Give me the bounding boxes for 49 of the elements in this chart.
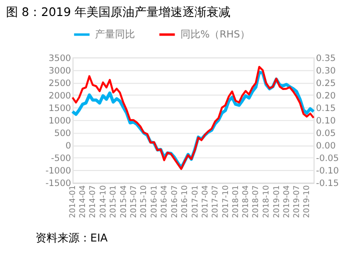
y2-tick-label: 0.20: [316, 91, 336, 102]
x-tick-label: 2016-10: [180, 185, 190, 218]
x-tick-label: 2017-01: [190, 185, 200, 218]
y-tick-label: 1000: [48, 116, 72, 127]
x-tick-label: 2017-10: [220, 185, 230, 218]
y2-tick-label: 0.00: [316, 142, 336, 152]
y2-tick-label: -0.05: [316, 154, 339, 164]
x-tick-label: 2019-01: [272, 185, 281, 218]
y-tick-label: 3000: [48, 66, 72, 76]
y-tick-label: -1000: [45, 166, 72, 177]
y2-tick-label: 0.30: [316, 66, 336, 76]
x-tick-label: 2019-04: [282, 185, 291, 218]
x-tick-label: 2014-07: [88, 185, 98, 218]
y-tick-label: -500: [51, 154, 72, 164]
x-tick-label: 2016-07: [170, 185, 179, 218]
x-tick-label: 2015-04: [118, 185, 128, 218]
text: 资料来源：EIA: [35, 232, 108, 245]
chart-title: 图 8：2019 年美国原油产量增速逐渐衰减: [6, 5, 231, 20]
x-tick-label: 2016-04: [160, 185, 169, 218]
x-tick-label: 2014-04: [78, 185, 88, 218]
x-tick-label: 2015-07: [128, 185, 138, 218]
x-tick-label: 2018-01: [231, 185, 240, 218]
x-tick-label: 2015-10: [139, 185, 148, 218]
x-tick-label: 2019-10: [302, 185, 312, 218]
y-tick-label: 500: [54, 129, 72, 140]
legend-label: 产量同比: [95, 28, 136, 41]
x-tick-label: 2014-10: [98, 185, 108, 218]
y-tick-label: 0: [65, 142, 72, 152]
y-tick-label: 2000: [48, 91, 72, 102]
x-tick-label: 2014-01: [68, 185, 77, 218]
y2-tick-label: 0.10: [316, 116, 336, 127]
x-tick-label: 2015-01: [108, 185, 118, 218]
y2-tick-label: -0.10: [316, 166, 340, 177]
y2-tick-label: 0.15: [316, 104, 336, 114]
x-tick-label: 2017-04: [200, 185, 210, 218]
x-tick-label: 2018-10: [262, 185, 271, 218]
x-tick-label: 2016-01: [149, 185, 158, 218]
y2-tick-label: 0.05: [316, 129, 336, 140]
x-tick-label: 2018-04: [241, 185, 250, 218]
y2-tick-label: 0.25: [316, 78, 336, 89]
y-tick-label: 3500: [48, 54, 72, 64]
y-tick-label: 2500: [48, 78, 72, 89]
x-tick-label: 2018-07: [251, 185, 260, 218]
legend-label: 同比%（RHS）: [180, 28, 250, 41]
y-tick-label: 1500: [48, 104, 72, 114]
y2-tick-label: 0.35: [316, 54, 336, 64]
x-tick-label: 2017-07: [210, 185, 220, 218]
y2-tick-label: -0.15: [316, 179, 339, 190]
x-tick-label: 2019-07: [292, 185, 301, 218]
